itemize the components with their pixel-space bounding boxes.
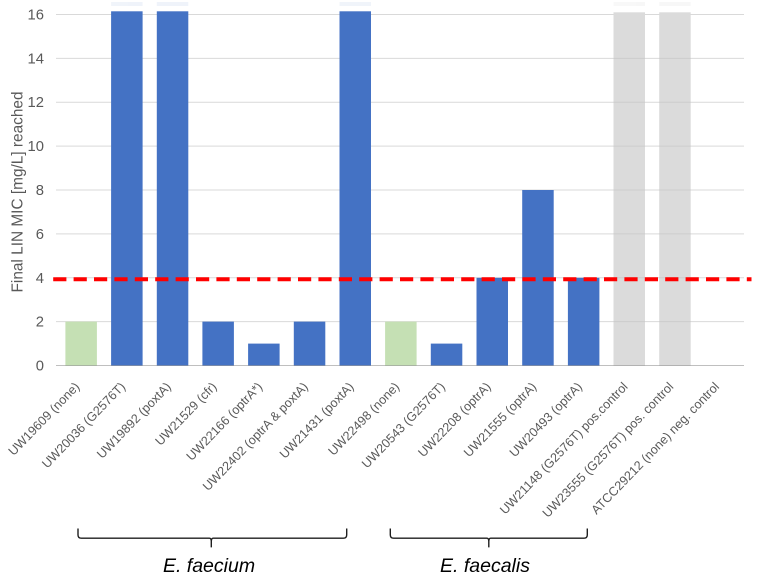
svg-text:8: 8	[36, 183, 44, 199]
svg-text:E. faecalis: E. faecalis	[440, 555, 530, 577]
svg-text:2: 2	[36, 315, 44, 331]
svg-text:6: 6	[36, 227, 44, 243]
svg-text:Final LIN MIC [mg/L] reached: Final LIN MIC [mg/L] reached	[9, 91, 26, 292]
svg-text:12: 12	[28, 95, 44, 111]
svg-text:14: 14	[28, 51, 44, 67]
svg-text:E. faecium: E. faecium	[163, 555, 255, 577]
svg-text:16: 16	[28, 8, 44, 24]
svg-text:4: 4	[36, 271, 44, 287]
svg-text:0: 0	[36, 359, 44, 375]
svg-text:10: 10	[28, 139, 44, 155]
